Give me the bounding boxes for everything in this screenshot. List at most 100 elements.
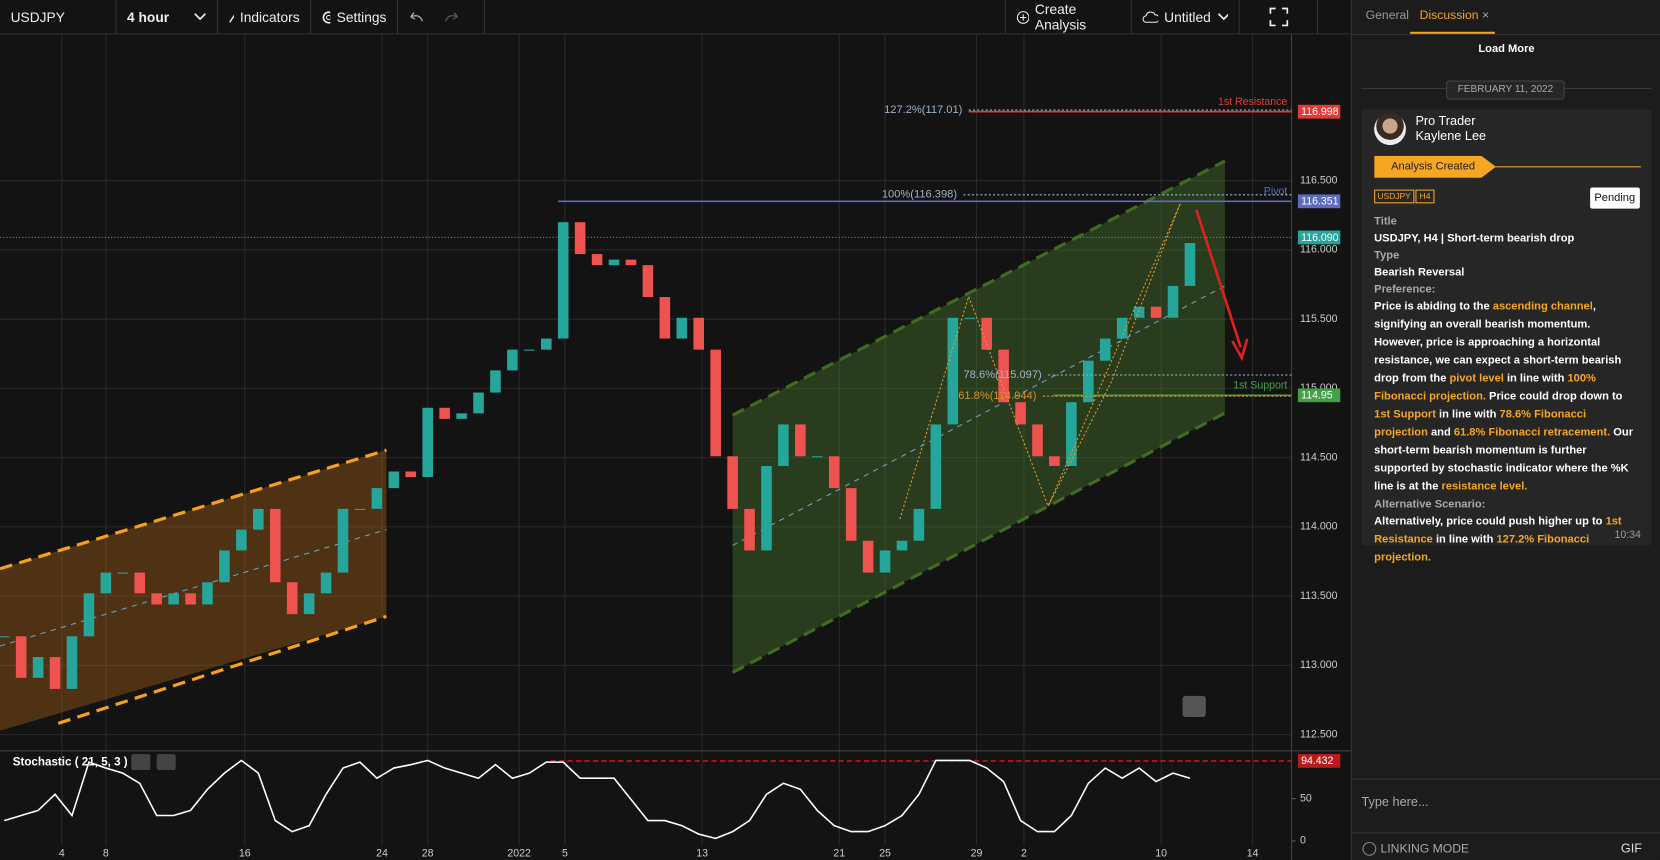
candle [134, 572, 146, 594]
fullscreen-button[interactable] [1240, 0, 1319, 34]
candle [439, 407, 450, 419]
fibonacci-pattern [899, 203, 1181, 520]
divider [1351, 778, 1660, 780]
candle [15, 636, 27, 678]
x-tick-label: 29 [971, 847, 983, 859]
load-more[interactable]: Load More [1478, 42, 1535, 56]
candle [117, 572, 129, 574]
text: in line with [1503, 371, 1568, 385]
price-tag [1297, 230, 1341, 245]
indicator-delete[interactable] [156, 754, 176, 770]
candle [0, 636, 10, 638]
candle [337, 508, 349, 573]
y-tick-label: 116.500 [1300, 174, 1338, 186]
candles [0, 222, 1196, 689]
x-tick-label: 2 [1021, 847, 1027, 859]
candle [32, 657, 44, 678]
indicator-tag-label: 94.432 [1301, 755, 1333, 767]
candle [1049, 456, 1060, 466]
indicator-tag [1297, 754, 1341, 768]
candle [1099, 338, 1111, 361]
x-tick-label: 28 [422, 847, 434, 859]
candle [998, 349, 1009, 403]
interval-selector[interactable]: 4 hour [116, 0, 219, 34]
candle [151, 593, 162, 605]
undo[interactable] [409, 12, 424, 23]
post-type: Bearish Reversal [1374, 265, 1465, 279]
text: Alternatively, price could push higher u… [1374, 514, 1606, 528]
candle [574, 222, 586, 255]
icon [322, 10, 331, 24]
linking-mode[interactable]: LINKING MODE [1380, 843, 1470, 856]
candle [219, 550, 230, 583]
indicator-settings[interactable] [131, 754, 151, 770]
candle [66, 636, 78, 689]
chart-background [0, 0, 1351, 860]
candle [168, 593, 179, 605]
candle [795, 424, 806, 457]
price-tag-label: 114.95 [1301, 390, 1333, 402]
candle [727, 456, 738, 509]
y-tick-label: 114.500 [1300, 451, 1338, 463]
idea-button[interactable] [1182, 695, 1206, 718]
alternative-text: Alternatively, price could push higher u… [1374, 513, 1641, 567]
tab-underline [1410, 31, 1495, 34]
status-badge: Pending [1590, 187, 1640, 209]
preference-text: Price is abiding to the ascending channe… [1374, 298, 1641, 496]
tab-active[interactable]: Discussion × [1420, 10, 1489, 23]
candle [591, 254, 603, 266]
candle [269, 508, 281, 583]
interval: 4 hour [127, 9, 170, 25]
fibonacci-label: 61.8%(114.944) [958, 390, 1037, 402]
y-tick-label: 113.500 [1300, 590, 1338, 602]
divider [1351, 832, 1660, 834]
candle [1167, 285, 1179, 318]
icon [1269, 7, 1288, 27]
channel-line [731, 411, 1226, 674]
icon [1016, 10, 1029, 24]
settings-button[interactable]: Settings [311, 0, 399, 34]
channel-midline [732, 285, 1226, 546]
tab[interactable]: General [1365, 9, 1410, 23]
text: in line with [1435, 407, 1500, 421]
candle [913, 508, 925, 541]
highlight-text: 100% Fibonacci projection. [1374, 371, 1596, 403]
candle [1133, 306, 1145, 318]
candle [964, 317, 976, 319]
candle [100, 572, 112, 594]
chart: Stochastic ( 21, 5, 3 ) 112.500 113.000 11… [0, 0, 1351, 860]
field-label: Title [1374, 214, 1397, 228]
close-icon[interactable]: × [1481, 9, 1490, 23]
x-tick-label: 24 [376, 847, 388, 859]
highlight-text: 1st Support [1374, 407, 1436, 421]
candle [1116, 317, 1128, 339]
field-label: Type [1374, 248, 1400, 262]
x-tick-label: 2022 [507, 847, 531, 859]
level-name: 1st Support [1233, 380, 1287, 392]
gif-button[interactable]: GIF [1620, 840, 1642, 856]
text: Our short-term bearish momentum is furth… [1374, 425, 1634, 493]
symbol-selector[interactable]: USDJPY [0, 0, 117, 34]
y-tick-label: 112.500 [1300, 728, 1338, 740]
candle [744, 508, 755, 551]
create-analysis-button[interactable]: Create Analysis [1004, 0, 1132, 34]
post-title: USDJPY, H4 | Short-term bearish drop [1374, 231, 1575, 245]
file-button[interactable]: Untitled [1132, 0, 1240, 34]
candle [981, 317, 992, 350]
redo[interactable] [445, 12, 460, 23]
chevron [1217, 13, 1229, 21]
channel-line [731, 159, 1226, 417]
sidebar: General Discussion × Load More FEBRUARY … [1350, 0, 1660, 860]
indicators-button[interactable]: Indicators [218, 0, 312, 34]
field-label: Preference: [1374, 282, 1436, 296]
text: Price could drop down to [1485, 389, 1623, 403]
candle [557, 222, 569, 339]
message-input[interactable]: Type here... [1361, 794, 1429, 810]
highlight-text: ascending channel [1492, 299, 1593, 313]
x-tick-label: 21 [833, 847, 845, 859]
arrow-head [1231, 338, 1249, 362]
x-tick-label: 13 [696, 847, 708, 859]
tag: USDJPY [1374, 189, 1414, 204]
candle [608, 259, 620, 266]
